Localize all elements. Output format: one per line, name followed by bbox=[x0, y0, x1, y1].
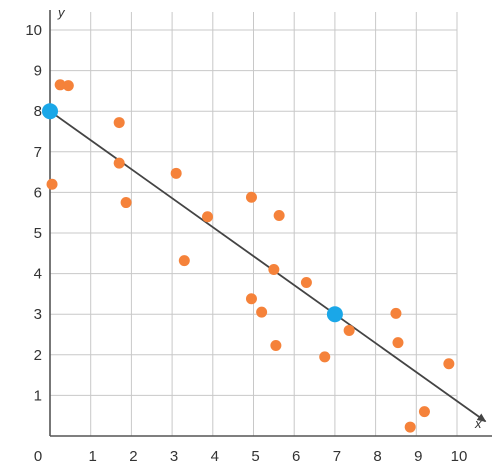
trend-line bbox=[49, 110, 487, 423]
data-points bbox=[46, 79, 455, 433]
scatter-point bbox=[392, 337, 404, 349]
axes bbox=[49, 10, 492, 437]
x-tick-label: 8 bbox=[373, 448, 381, 465]
scatter-point bbox=[178, 255, 190, 267]
y-tick-label: 8 bbox=[34, 103, 42, 120]
x-tick-label: 4 bbox=[211, 448, 219, 465]
highlighted-point bbox=[42, 103, 58, 120]
scatter-point bbox=[300, 277, 312, 289]
scatter-point bbox=[443, 358, 455, 370]
y-axis-label: y bbox=[57, 5, 66, 20]
x-tick-label: 6 bbox=[292, 448, 300, 465]
x-axis-label: x bbox=[474, 416, 482, 431]
scatter-point bbox=[319, 351, 331, 363]
scatter-point bbox=[245, 191, 257, 203]
scatter-point bbox=[268, 264, 280, 276]
highlighted-points bbox=[42, 103, 343, 323]
scatter-point bbox=[120, 197, 132, 209]
y-tick-label: 1 bbox=[34, 387, 42, 404]
x-tick-label: 3 bbox=[170, 448, 178, 465]
x-tick-label: 7 bbox=[333, 448, 341, 465]
scatter-point bbox=[256, 306, 268, 318]
y-tick-label: 7 bbox=[34, 144, 42, 161]
scatter-point bbox=[404, 421, 416, 433]
y-tick-label: 10 bbox=[25, 22, 42, 39]
tick-labels: 0 1 2 3 4 5 6 7 8 9 10 1 2 3 4 5 6 7 8 9 10 x y bbox=[25, 5, 482, 465]
scatter-point bbox=[270, 339, 282, 351]
y-tick-label: 4 bbox=[34, 266, 42, 283]
scatter-point bbox=[343, 324, 355, 336]
scatter-point bbox=[54, 79, 66, 91]
x-tick-label: 9 bbox=[414, 448, 422, 465]
trend-line-layer bbox=[49, 110, 487, 423]
scatter-point bbox=[46, 178, 58, 190]
scatter-point bbox=[418, 406, 430, 418]
y-tick-label: 3 bbox=[34, 306, 42, 323]
y-tick-label: 6 bbox=[34, 184, 42, 201]
scatter-point bbox=[113, 117, 125, 129]
scatter-point bbox=[273, 210, 285, 222]
x-tick-label: 2 bbox=[129, 448, 137, 465]
y-tick-label: 9 bbox=[34, 63, 42, 80]
scatter-point bbox=[170, 167, 182, 179]
scatter-point bbox=[62, 80, 74, 92]
x-tick-label: 0 bbox=[34, 448, 42, 465]
scatter-point bbox=[113, 157, 125, 169]
grid bbox=[50, 12, 458, 436]
y-tick-label: 2 bbox=[34, 347, 42, 364]
x-tick-label: 5 bbox=[251, 448, 259, 465]
scatter-point bbox=[202, 211, 214, 223]
x-tick-label: 1 bbox=[89, 448, 97, 465]
scatter-point bbox=[245, 293, 257, 305]
scatter-point bbox=[390, 307, 402, 319]
x-tick-label: 10 bbox=[451, 448, 468, 465]
highlighted-point bbox=[326, 306, 343, 323]
y-tick-label: 5 bbox=[34, 225, 42, 242]
